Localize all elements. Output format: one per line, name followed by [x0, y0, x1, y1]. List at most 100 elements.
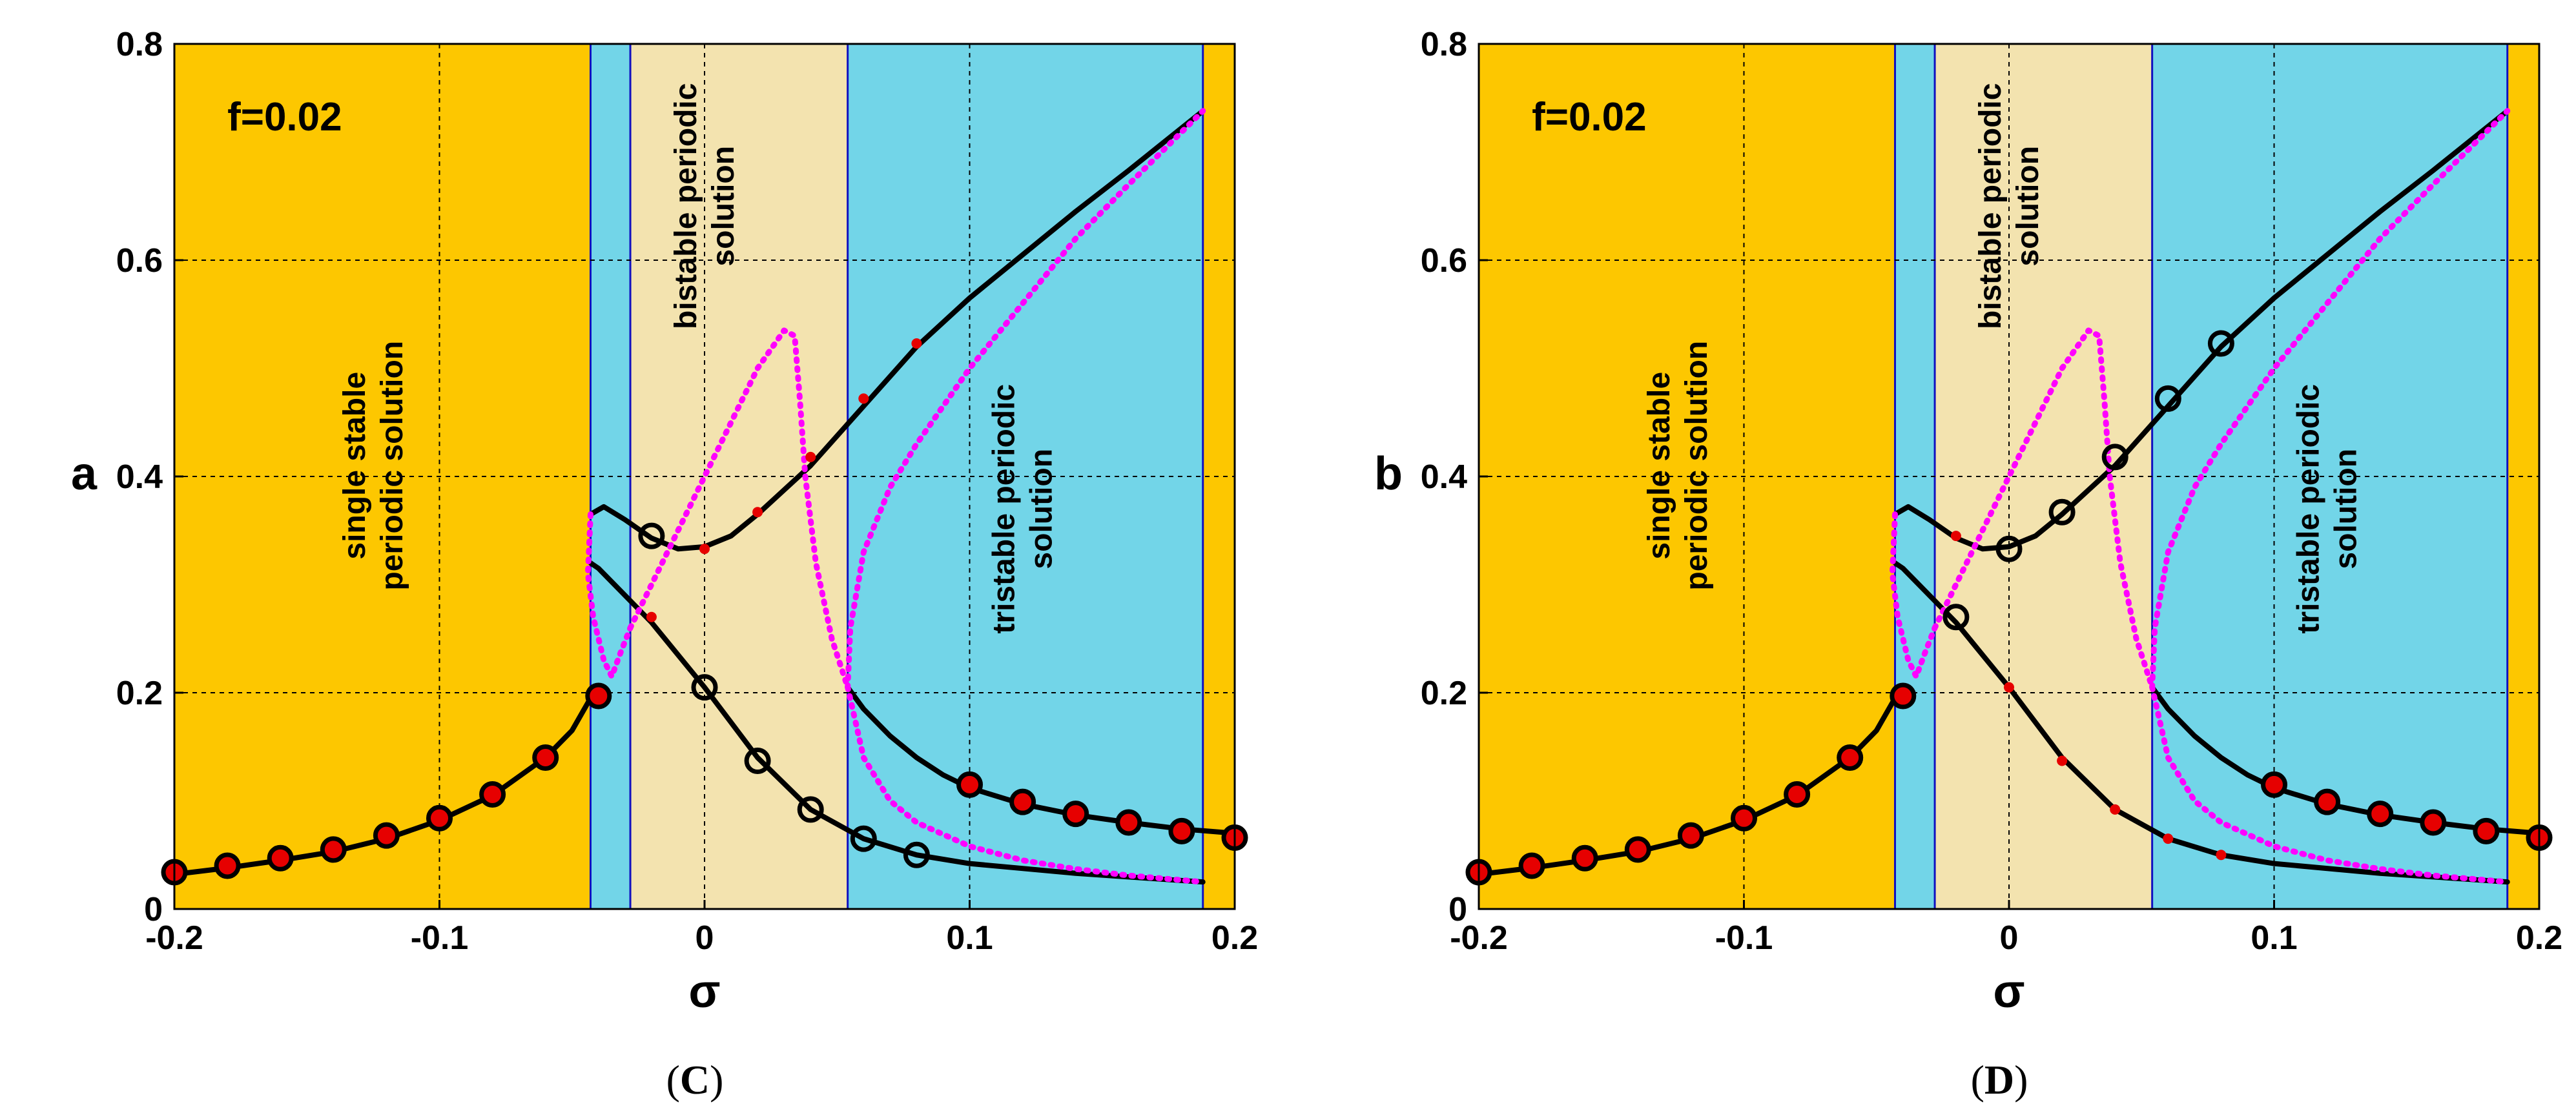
marker-stable-filled — [373, 822, 400, 849]
marker-stable-filled — [1062, 801, 1089, 828]
marker-stable-filled — [1890, 682, 1917, 710]
region-label-single-stable: single stable periodic solution — [1642, 341, 1714, 591]
region-label-line: bistable periodic — [1973, 83, 2008, 329]
y-tick-label: 0.4 — [1421, 458, 1467, 496]
marker-stable-open — [2154, 385, 2181, 412]
marker-numeric-dot — [2216, 850, 2227, 861]
region-label-line: single stable — [1642, 372, 1676, 560]
marker-stable-open — [903, 841, 930, 868]
region-label-tristable: tristable periodic solution — [987, 384, 1059, 634]
marker-stable-open — [2101, 444, 2128, 471]
series-unstable-left-loop — [1889, 511, 1938, 680]
marker-numeric-dot — [646, 611, 657, 622]
series-stable-lower — [1476, 695, 1898, 877]
marker-stable-filled — [479, 781, 506, 808]
x-tick-label: 0 — [696, 919, 714, 957]
region-label-line: periodic solution — [375, 341, 409, 591]
marker-numeric-dot — [805, 451, 816, 462]
marker-numeric-dot — [2110, 804, 2121, 815]
marker-stable-filled — [532, 744, 559, 771]
y-tick-label: 0.4 — [116, 458, 163, 496]
region-label-line: solution — [2329, 449, 2364, 569]
y-tick-label: 0 — [1448, 891, 1467, 928]
marker-stable-filled — [426, 804, 453, 832]
x-tick-label: -0.1 — [1715, 919, 1773, 957]
y-tick-label: 0.2 — [1421, 675, 1467, 712]
series-unstable-right-upper — [2149, 108, 2511, 691]
panel-d: single stable periodic solution bistable p… — [1374, 26, 2562, 1103]
caption-letter: D — [1984, 1057, 2014, 1103]
region-label-bistable: bistable periodic solution — [669, 83, 741, 329]
marker-stable-filled — [2420, 809, 2447, 836]
x-tick-label: -0.2 — [145, 919, 203, 957]
marker-stable-filled — [1677, 822, 1704, 849]
marker-stable-filled — [1624, 836, 1651, 863]
caption-close: ) — [710, 1057, 723, 1103]
caption-open: ( — [666, 1057, 680, 1103]
series-stable-lower — [172, 695, 593, 877]
series-unstable-right-lower — [845, 684, 1206, 885]
y-axis-label: b — [1374, 448, 1403, 500]
region-label-bistable: bistable periodic solution — [1973, 83, 2045, 329]
marker-stable-open — [1995, 535, 2023, 562]
marker-stable-open — [638, 522, 665, 549]
parameter-annotation: f=0.02 — [227, 95, 342, 139]
marker-stable-filled — [956, 771, 983, 798]
y-tick-label: 0.2 — [116, 675, 163, 712]
region-label-line: tristable periodic — [987, 384, 1022, 634]
panel-caption: (C) — [666, 1057, 724, 1103]
marker-stable-filled — [267, 844, 294, 872]
region-label-line: periodic solution — [1680, 341, 1714, 591]
region-label-line: solution — [2011, 146, 2045, 267]
marker-stable-filled — [1837, 744, 1864, 771]
series-unstable-right-upper — [845, 108, 1206, 691]
marker-stable-filled — [1571, 844, 1598, 872]
marker-stable-filled — [1518, 852, 1545, 879]
marker-stable-filled — [1784, 781, 1811, 808]
x-tick-label: 0.2 — [2516, 919, 2562, 957]
series-unstable-left-loop — [584, 511, 634, 680]
caption-open: ( — [1971, 1057, 1984, 1103]
y-axis-label: a — [71, 448, 98, 500]
region-label-line: solution — [706, 146, 741, 267]
x-tick-label: -0.2 — [1450, 919, 1508, 957]
series-unstable-right-lower — [2149, 684, 2511, 885]
series-stable-upper — [588, 108, 1206, 552]
region-label-tristable: tristable periodic solution — [2292, 384, 2364, 634]
panel-caption: (D) — [1971, 1057, 2028, 1103]
series-unstable-middle — [627, 327, 851, 691]
y-tick-label: 0.8 — [1421, 26, 1467, 63]
panel-c: single stable periodic solution bistable p… — [71, 26, 1258, 1103]
x-tick-label: 0.2 — [1211, 919, 1258, 957]
marker-stable-open — [1942, 604, 1970, 631]
region-label-line: tristable periodic — [2292, 384, 2326, 634]
marker-stable-open — [850, 825, 877, 852]
region-label-single-stable: single stable periodic solution — [338, 341, 409, 591]
marker-numeric-dot — [858, 393, 869, 404]
marker-numeric-dot — [911, 338, 922, 349]
caption-letter: C — [680, 1057, 710, 1103]
x-tick-label: -0.1 — [411, 919, 469, 957]
marker-numeric-dot — [1950, 531, 1961, 542]
marker-numeric-dot — [2057, 755, 2068, 766]
marker-stable-filled — [1731, 804, 1757, 832]
marker-stable-filled — [320, 836, 347, 863]
x-tick-label: 0.1 — [2251, 919, 2297, 957]
region-label-line: single stable — [338, 372, 372, 560]
caption-close: ) — [2014, 1057, 2028, 1103]
marker-stable-filled — [2473, 817, 2500, 844]
marker-stable-filled — [2261, 771, 2287, 798]
series-unstable-middle — [1932, 327, 2156, 691]
marker-stable-open — [744, 748, 771, 775]
marker-stable-open — [691, 674, 718, 701]
marker-stable-open — [797, 796, 824, 823]
series-stable-upper — [1892, 108, 2510, 552]
y-tick-label: 0.6 — [1421, 242, 1467, 280]
marker-numeric-dot — [2163, 833, 2174, 844]
region-label-line: bistable periodic — [669, 83, 703, 329]
marker-stable-filled — [585, 682, 612, 710]
marker-stable-filled — [1009, 788, 1036, 815]
marker-stable-filled — [1115, 809, 1142, 836]
marker-stable-open — [2048, 498, 2076, 526]
